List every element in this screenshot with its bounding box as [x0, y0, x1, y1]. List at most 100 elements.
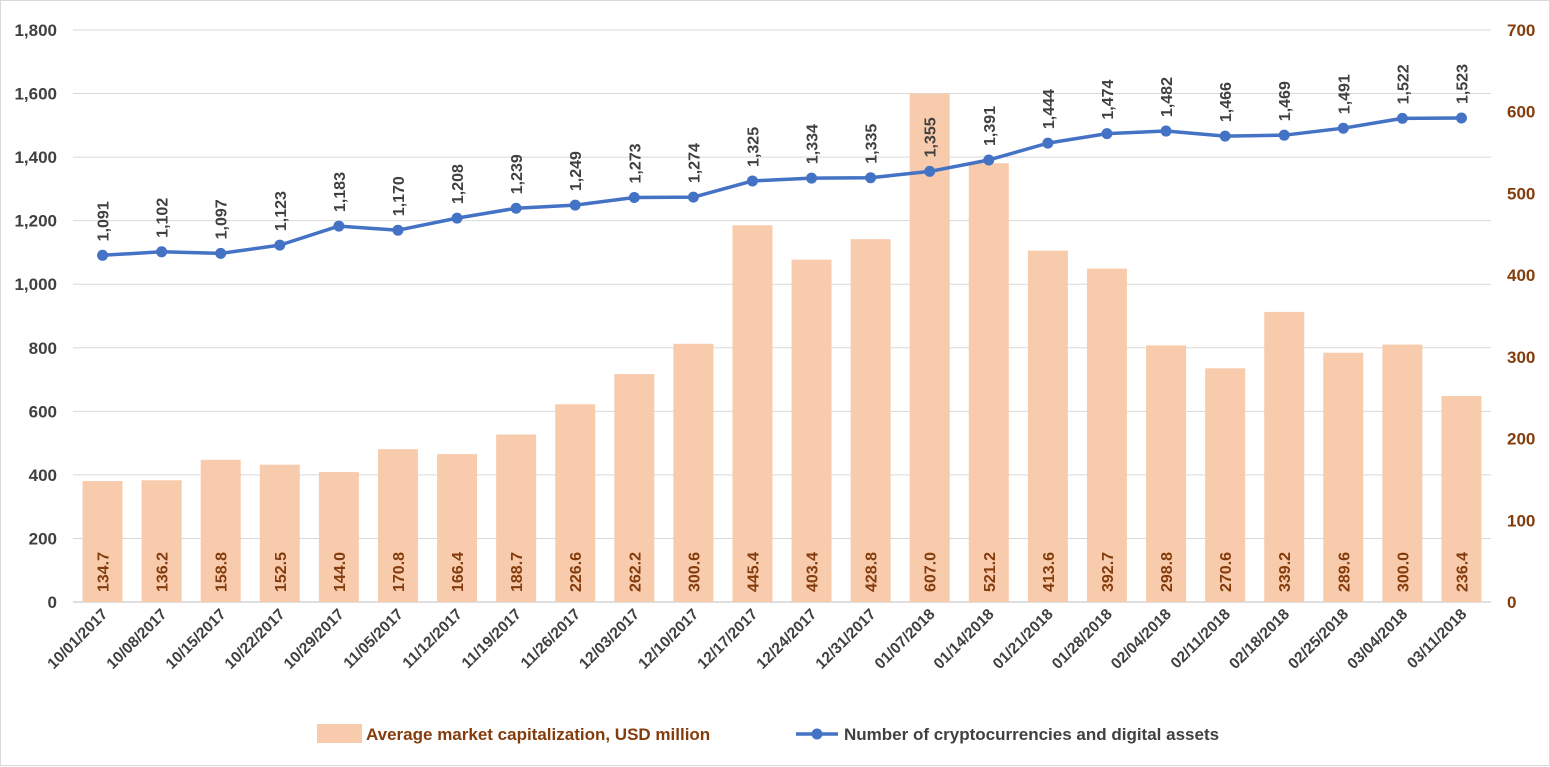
line-data-label: 1,249 — [568, 151, 585, 191]
bar — [1382, 344, 1423, 602]
bar — [1146, 345, 1187, 602]
line-data-label: 1,334 — [805, 124, 822, 164]
right-axis-tick-label: 400 — [1507, 266, 1535, 285]
bar-data-label: 300.6 — [686, 552, 703, 592]
bar — [259, 464, 300, 602]
bar-data-labels: 134.7 136.2 158.8 152.5 144.0 170.8 166.4 188.7… — [96, 552, 1472, 592]
legend-swatch-bar — [317, 724, 362, 743]
line-point — [510, 202, 522, 214]
bar — [732, 225, 773, 602]
line-data-label: 1,239 — [509, 154, 526, 194]
gridlines — [73, 29, 1491, 603]
left-axis-tick-label: 1,600 — [14, 85, 57, 104]
line-point — [1278, 129, 1290, 141]
line-data-label: 1,183 — [332, 172, 349, 212]
bar — [791, 259, 832, 602]
line-point — [1160, 125, 1172, 137]
line-data-label: 1,273 — [627, 143, 644, 183]
line-point — [274, 239, 286, 251]
line-point — [983, 154, 995, 166]
x-axis-tick-label: 11/05/2017 — [341, 606, 407, 672]
left-axis-tick-label: 200 — [29, 529, 57, 548]
bar — [141, 480, 182, 602]
line-data-label: 1,474 — [1100, 79, 1117, 119]
left-axis-tick-label: 0 — [48, 593, 57, 612]
right-axis-tick-label: 600 — [1507, 103, 1535, 122]
line-point — [1042, 137, 1054, 149]
line-point — [392, 224, 404, 236]
bar — [1086, 268, 1127, 602]
x-axis-tick-label: 12/31/2017 — [813, 606, 880, 673]
right-axis-tick-label: 0 — [1507, 593, 1516, 612]
x-axis-tick-label: 01/07/2018 — [872, 606, 939, 673]
bar-data-label: 521.2 — [982, 552, 999, 592]
line-point — [924, 165, 936, 177]
line-path — [102, 116, 1462, 258]
bar-data-label: 392.7 — [1100, 552, 1117, 592]
bar-data-label: 300.0 — [1395, 552, 1412, 592]
bar-data-label: 270.6 — [1218, 552, 1235, 592]
bar-data-label: 428.8 — [864, 552, 881, 592]
bar-series — [82, 93, 1482, 603]
x-axis: 10/01/201710/08/201710/15/201710/22/2017… — [44, 606, 1470, 673]
legend-label-bar: Average market capitalization, USD milli… — [366, 725, 710, 744]
bar-data-label: 403.4 — [805, 552, 822, 592]
line-point — [333, 220, 345, 232]
bar — [496, 434, 537, 602]
left-y-axis: 0 200 400 600 800 1,000 1,200 1,400 1,600 1,800 — [14, 21, 57, 612]
right-axis-tick-label: 100 — [1507, 511, 1535, 530]
x-axis-tick-label: 12/03/2017 — [576, 606, 643, 673]
x-axis-tick-label: 03/04/2018 — [1344, 606, 1411, 673]
bar-data-label: 339.2 — [1277, 552, 1294, 592]
x-axis-tick-label: 11/12/2017 — [400, 606, 466, 672]
bar — [1027, 250, 1068, 602]
bar — [909, 93, 950, 602]
right-axis-tick-label: 300 — [1507, 348, 1535, 367]
line-point — [1396, 112, 1408, 124]
x-axis-tick-label: 02/18/2018 — [1226, 606, 1293, 673]
line-data-label: 1,444 — [1041, 89, 1058, 129]
line-point — [569, 199, 581, 211]
bar — [82, 481, 123, 602]
line-data-label: 1,102 — [155, 198, 172, 238]
line-point — [687, 191, 699, 203]
line-data-label: 1,325 — [745, 127, 762, 167]
bar-data-label: 134.7 — [96, 552, 113, 592]
x-axis-tick-label: 03/11/2018 — [1404, 606, 1471, 673]
bar-data-label: 289.6 — [1336, 552, 1353, 592]
bar — [437, 454, 478, 602]
line-series — [97, 112, 1467, 261]
line-data-label: 1,466 — [1218, 82, 1235, 122]
bar-data-label: 144.0 — [332, 552, 349, 592]
line-point — [806, 172, 818, 184]
line-data-label: 1,335 — [864, 124, 881, 164]
line-data-label: 1,170 — [391, 176, 408, 216]
x-axis-tick-label: 11/19/2017 — [459, 606, 525, 672]
bar — [1205, 368, 1246, 602]
x-axis-tick-label: 10/29/2017 — [281, 606, 348, 673]
line-data-label: 1,123 — [273, 191, 290, 231]
right-axis-tick-label: 500 — [1507, 184, 1535, 203]
line-data-label: 1,091 — [96, 201, 113, 241]
bar — [318, 472, 359, 602]
x-axis-tick-label: 12/24/2017 — [753, 606, 820, 673]
bar-data-label: 136.2 — [155, 552, 172, 592]
left-axis-tick-label: 400 — [29, 466, 57, 485]
line-point — [1101, 128, 1113, 140]
x-axis-tick-label: 10/22/2017 — [222, 606, 289, 673]
x-axis-tick-label: 02/04/2018 — [1108, 606, 1175, 673]
bar-data-label: 445.4 — [745, 552, 762, 592]
x-axis-tick-label: 12/17/2017 — [694, 606, 761, 673]
line-point — [1455, 112, 1467, 124]
bar-data-label: 166.4 — [450, 552, 467, 592]
left-axis-tick-label: 800 — [29, 339, 57, 358]
bar — [614, 374, 655, 602]
line-point — [1219, 130, 1231, 142]
line-point — [1337, 122, 1349, 134]
legend-swatch-marker — [811, 728, 823, 740]
bar — [673, 343, 714, 602]
bar — [200, 459, 241, 602]
line-data-label: 1,522 — [1395, 64, 1412, 104]
right-y-axis: 0 100 200 300 400 500 600 700 — [1507, 21, 1535, 612]
